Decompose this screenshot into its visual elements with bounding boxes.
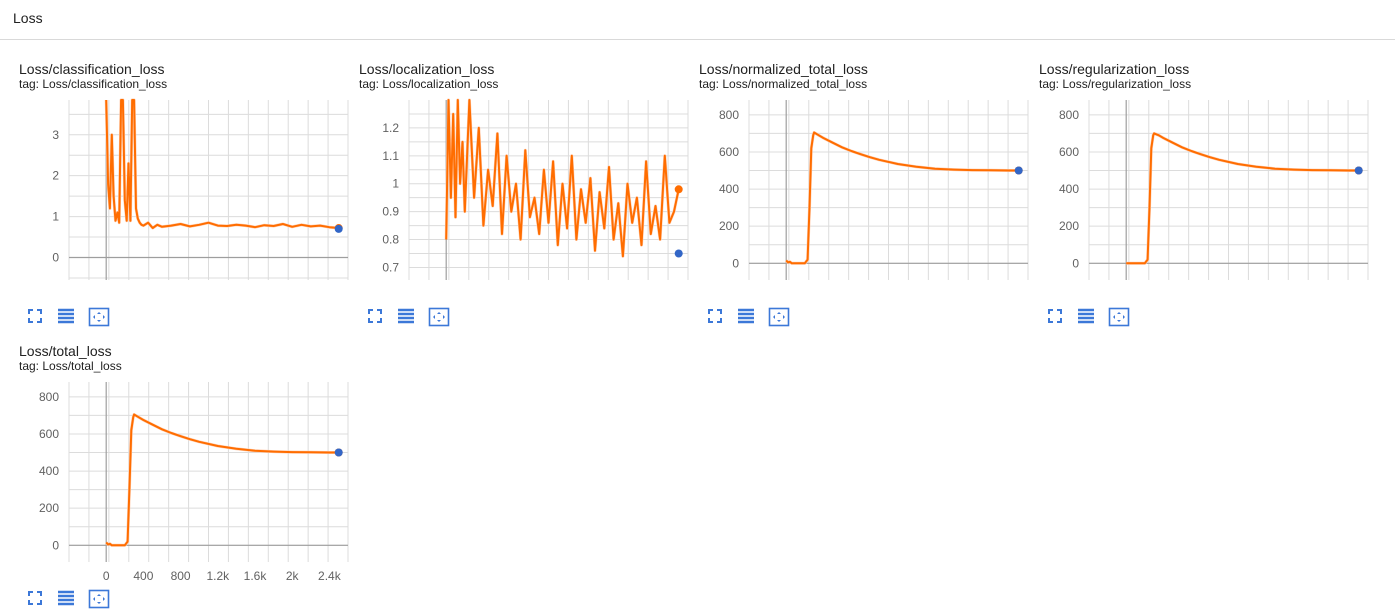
x-tick-label: 2k	[286, 569, 300, 583]
fullscreen-icon[interactable]	[26, 589, 48, 609]
fullscreen-icon[interactable]	[1046, 307, 1068, 327]
fit-domain-icon[interactable]	[428, 307, 450, 327]
chart-title: Loss/regularization_loss	[1039, 61, 1190, 77]
data-table-icon[interactable]	[1076, 307, 1098, 327]
chart-card: Loss/localization_loss tag: Loss/localiz…	[340, 0, 680, 282]
chart-card: Loss/normalized_total_loss tag: Loss/nor…	[680, 0, 1020, 282]
chart-title: Loss/normalized_total_loss	[699, 61, 868, 77]
section-header: Loss	[0, 0, 1395, 40]
fit-domain-icon[interactable]	[88, 307, 110, 327]
x-tick-label: 400	[133, 569, 153, 583]
chart-title: Loss/classification_loss	[19, 61, 165, 77]
fullscreen-icon[interactable]	[26, 307, 48, 327]
data-table-icon[interactable]	[736, 307, 758, 327]
chart-tag: tag: Loss/total_loss	[19, 359, 122, 373]
chart-title: Loss/localization_loss	[359, 61, 495, 77]
chart-title: Loss/total_loss	[19, 343, 112, 359]
x-tick-label: 0	[103, 569, 110, 583]
chart-card: Loss/total_loss tag: Loss/total_loss	[0, 282, 340, 564]
chart-card: Loss/regularization_loss tag: Loss/regul…	[1020, 0, 1360, 282]
fit-domain-icon[interactable]	[768, 307, 790, 327]
data-table-icon[interactable]	[56, 589, 78, 609]
data-table-icon[interactable]	[56, 307, 78, 327]
fullscreen-icon[interactable]	[366, 307, 388, 327]
chart-tag: tag: Loss/classification_loss	[19, 77, 168, 91]
chart-tag: tag: Loss/regularization_loss	[1039, 77, 1192, 91]
fit-domain-icon[interactable]	[88, 589, 110, 609]
chart-tag: tag: Loss/localization_loss	[359, 77, 499, 91]
fit-domain-icon[interactable]	[1108, 307, 1130, 327]
chart-card: Loss/classification_loss tag: Loss/class…	[0, 0, 340, 282]
x-tick-label: 1.6k	[244, 569, 268, 583]
x-tick-label: 2.4k	[318, 569, 342, 583]
section-title: Loss	[13, 10, 43, 26]
data-table-icon[interactable]	[396, 307, 418, 327]
x-tick-label: 800	[171, 569, 191, 583]
x-tick-label: 1.2k	[206, 569, 230, 583]
fullscreen-icon[interactable]	[706, 307, 728, 327]
chart-tag: tag: Loss/normalized_total_loss	[699, 77, 868, 91]
